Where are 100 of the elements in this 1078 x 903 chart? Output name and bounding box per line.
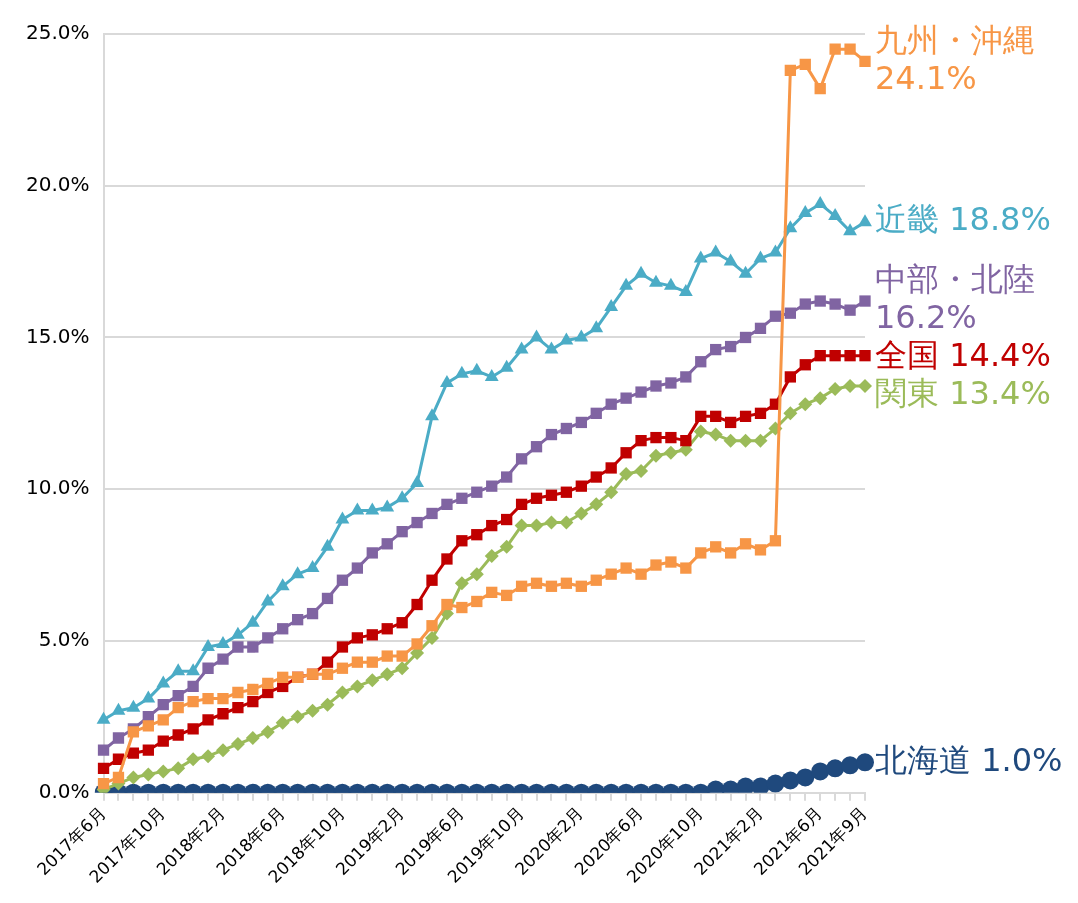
point — [202, 662, 214, 674]
point — [844, 43, 856, 55]
point — [202, 714, 214, 726]
point — [202, 692, 214, 705]
point — [232, 641, 244, 653]
point — [501, 589, 513, 602]
point — [738, 265, 753, 278]
y-tick-label: 20.0% — [25, 171, 90, 196]
point — [499, 539, 514, 554]
point — [201, 749, 216, 764]
point — [530, 492, 543, 504]
y-tick-label: 15.0% — [25, 323, 90, 348]
point — [605, 568, 617, 580]
point — [440, 374, 454, 387]
point — [514, 518, 529, 533]
point — [350, 502, 365, 515]
point — [544, 515, 559, 530]
point — [351, 562, 364, 574]
point — [843, 379, 858, 394]
point — [723, 253, 738, 266]
point — [321, 656, 334, 668]
point — [157, 735, 169, 747]
point — [784, 307, 796, 319]
point — [843, 223, 857, 236]
point — [230, 737, 245, 752]
point — [469, 567, 484, 582]
point — [395, 661, 410, 676]
point — [663, 445, 678, 460]
point — [441, 498, 453, 511]
point — [396, 617, 408, 629]
point — [754, 322, 767, 335]
point — [665, 377, 677, 389]
point — [381, 538, 393, 550]
point — [739, 331, 752, 344]
point — [410, 475, 425, 488]
point — [336, 662, 349, 674]
point — [515, 580, 528, 592]
point — [769, 535, 782, 547]
point — [769, 310, 782, 322]
point — [172, 689, 184, 702]
point — [634, 463, 649, 478]
point — [411, 638, 423, 650]
point — [97, 762, 110, 775]
point — [826, 759, 845, 778]
point — [635, 568, 647, 580]
point — [829, 350, 841, 362]
point — [754, 407, 767, 419]
point — [262, 677, 274, 690]
point — [828, 208, 843, 221]
point — [768, 244, 783, 257]
point — [680, 371, 692, 383]
point — [247, 695, 259, 708]
point — [695, 410, 707, 423]
point — [799, 298, 811, 310]
point — [171, 761, 186, 776]
point — [798, 205, 813, 218]
point — [724, 547, 737, 559]
point — [290, 709, 305, 724]
text: 関東 13.4% — [875, 374, 1051, 413]
point — [454, 365, 469, 378]
point — [305, 560, 320, 573]
point — [351, 656, 364, 668]
point — [277, 623, 289, 635]
point — [766, 774, 785, 793]
point — [574, 329, 589, 342]
point — [232, 702, 244, 714]
point — [351, 632, 364, 644]
point — [97, 777, 110, 790]
point — [515, 498, 528, 511]
point — [366, 656, 378, 668]
point — [784, 371, 796, 383]
point — [813, 391, 828, 406]
point — [589, 320, 604, 333]
point — [290, 566, 305, 579]
point — [590, 574, 602, 586]
point — [544, 341, 559, 354]
point — [575, 416, 587, 429]
point — [620, 562, 632, 574]
point — [215, 743, 230, 758]
point — [575, 580, 587, 592]
point — [217, 692, 229, 705]
point — [751, 777, 770, 793]
data-label: 16.2% — [875, 298, 977, 337]
point — [680, 434, 692, 447]
point — [635, 386, 647, 398]
point — [859, 55, 871, 67]
point — [486, 480, 498, 492]
point — [335, 511, 350, 524]
y-tick-label: 5.0% — [38, 627, 90, 652]
point — [97, 744, 110, 756]
point — [471, 486, 483, 498]
point — [275, 578, 290, 591]
point — [814, 295, 826, 307]
point — [859, 350, 871, 362]
point — [232, 686, 244, 699]
point — [187, 695, 199, 708]
point — [365, 673, 380, 688]
point — [142, 720, 154, 732]
point — [814, 82, 826, 95]
point — [648, 448, 663, 463]
